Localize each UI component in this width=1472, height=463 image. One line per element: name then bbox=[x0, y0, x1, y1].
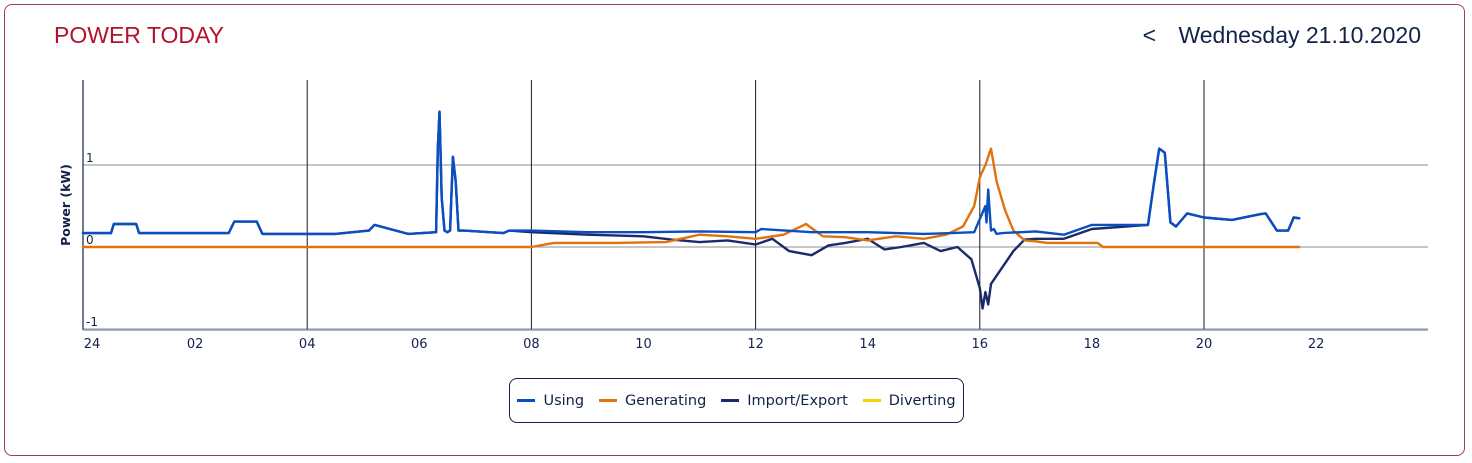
legend-item-import-export[interactable]: Import/Export bbox=[721, 392, 848, 409]
x-tick-label: 12 bbox=[747, 337, 764, 352]
y-tick-label: 0 bbox=[86, 233, 94, 247]
x-tick-label: 22 bbox=[1308, 337, 1325, 352]
chart-labels: 24 02 04 06 08 10 12 14 16 18 20 22 -1 0 1 Power (kW) bbox=[58, 151, 1324, 352]
previous-day-button[interactable]: < bbox=[1142, 22, 1157, 48]
x-tick-label: 16 bbox=[972, 337, 989, 352]
legend-item-generating[interactable]: Generating bbox=[599, 393, 706, 409]
current-date: Wednesday 21.10.2020 bbox=[1178, 22, 1421, 48]
date-navigator: < Wednesday 21.10.2020 bbox=[1143, 22, 1421, 49]
x-tick-label: 02 bbox=[187, 337, 204, 352]
series-line-generating bbox=[81, 147, 1301, 249]
legend-swatch-import-export bbox=[721, 399, 740, 402]
page-title: POWER TODAY bbox=[54, 22, 224, 48]
legend-label-using: Using bbox=[543, 392, 585, 409]
series-line-using bbox=[81, 110, 1301, 236]
legend-swatch-diverting bbox=[862, 399, 881, 402]
legend-label-diverting: Diverting bbox=[888, 392, 956, 409]
x-tick-label: 18 bbox=[1084, 337, 1101, 352]
chart-grid bbox=[82, 80, 1428, 331]
chart-legend: Using Generating Import/Export Diverting bbox=[509, 378, 964, 423]
x-tick-label: 14 bbox=[859, 337, 876, 352]
chart-series bbox=[81, 110, 1301, 310]
legend-label-generating: Generating bbox=[625, 392, 707, 409]
y-axis-title: Power (kW) bbox=[58, 164, 73, 246]
x-tick-label: 06 bbox=[411, 337, 428, 352]
x-tick-label: 04 bbox=[299, 337, 316, 352]
x-tick-label: 24 bbox=[84, 337, 101, 352]
legend-label-import-export: Import/Export bbox=[747, 392, 848, 409]
x-tick-label: 10 bbox=[635, 337, 652, 352]
y-tick-label: 1 bbox=[86, 151, 94, 165]
x-tick-label: 20 bbox=[1196, 337, 1213, 352]
legend-swatch-generating bbox=[599, 399, 618, 402]
power-today-panel bbox=[4, 4, 1465, 456]
x-tick-label: 08 bbox=[523, 337, 540, 352]
legend-swatch-using bbox=[517, 399, 536, 402]
y-tick-label: -1 bbox=[86, 315, 98, 329]
series-line-import-export bbox=[81, 110, 1301, 310]
legend-item-using[interactable]: Using bbox=[517, 393, 584, 409]
legend-item-diverting[interactable]: Diverting bbox=[862, 392, 956, 409]
